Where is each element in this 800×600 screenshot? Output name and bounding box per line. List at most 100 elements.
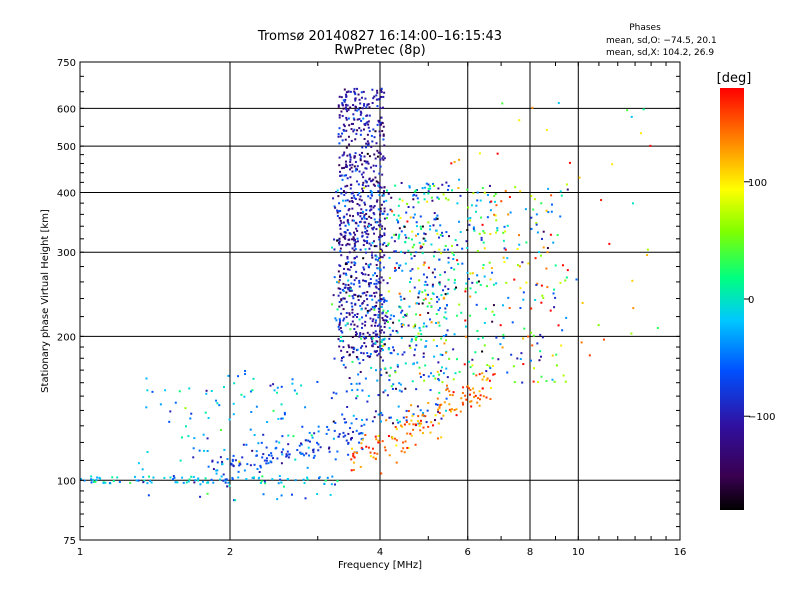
data-point <box>383 234 386 237</box>
data-point <box>352 461 355 464</box>
data-point <box>340 187 343 190</box>
data-point <box>546 247 549 250</box>
data-point <box>445 231 448 234</box>
data-point <box>450 162 453 165</box>
data-point <box>642 108 645 111</box>
data-point <box>352 283 355 286</box>
data-point <box>348 353 351 356</box>
data-point <box>335 392 338 395</box>
data-point <box>520 352 523 355</box>
data-point <box>481 187 484 190</box>
data-point <box>382 95 385 98</box>
data-point <box>630 332 633 335</box>
data-point <box>386 310 389 313</box>
data-point <box>559 215 562 218</box>
data-point <box>490 200 493 203</box>
data-point <box>344 366 347 369</box>
data-point <box>458 158 461 161</box>
data-point <box>351 219 354 222</box>
data-point <box>369 189 372 192</box>
data-point <box>356 87 359 90</box>
data-point <box>457 263 460 266</box>
data-point <box>389 333 392 336</box>
data-point <box>414 234 417 237</box>
data-point <box>396 363 399 366</box>
data-point <box>353 456 356 459</box>
data-point <box>373 232 376 235</box>
data-point <box>253 433 256 436</box>
data-point <box>418 424 421 427</box>
data-point <box>386 394 389 397</box>
data-point <box>380 420 383 423</box>
data-point <box>461 262 464 265</box>
data-point <box>565 276 568 279</box>
data-point <box>499 324 502 327</box>
data-point <box>451 189 454 192</box>
data-point <box>379 325 382 328</box>
data-point <box>343 100 346 103</box>
y-axis-label: Stationary phase Virtual Height [km] <box>40 209 51 393</box>
data-point <box>381 298 384 301</box>
data-point <box>504 189 507 192</box>
data-point <box>104 481 107 484</box>
data-point <box>398 227 401 230</box>
data-point <box>362 358 365 361</box>
data-point <box>212 468 215 471</box>
data-point <box>352 215 355 218</box>
data-point <box>363 201 366 204</box>
data-point <box>356 109 359 112</box>
data-point <box>500 200 503 203</box>
data-point <box>219 456 222 459</box>
data-point <box>355 355 358 358</box>
data-point <box>379 261 382 264</box>
data-point <box>447 184 450 187</box>
data-point <box>444 244 447 247</box>
data-point <box>358 191 361 194</box>
data-point <box>340 222 343 225</box>
data-point <box>352 130 355 133</box>
data-point <box>225 478 228 481</box>
data-point <box>445 317 448 320</box>
data-point <box>379 331 382 334</box>
data-point <box>422 426 425 429</box>
data-point <box>374 435 377 438</box>
data-point <box>495 282 498 285</box>
data-point <box>374 324 377 327</box>
data-point <box>553 380 556 383</box>
data-point <box>492 304 495 307</box>
data-point <box>238 461 241 464</box>
data-point <box>365 336 368 339</box>
data-point <box>333 357 336 360</box>
data-point <box>399 295 402 298</box>
data-point <box>423 283 426 286</box>
data-point <box>426 200 429 203</box>
data-point <box>513 381 516 384</box>
data-point <box>347 209 350 212</box>
data-point <box>349 106 352 109</box>
data-point <box>355 429 358 432</box>
data-point <box>401 269 404 272</box>
data-point <box>377 439 380 442</box>
data-point <box>378 236 381 239</box>
data-point <box>560 194 563 197</box>
data-point <box>357 213 360 216</box>
data-point <box>346 104 349 107</box>
data-point <box>232 413 235 416</box>
data-point <box>356 395 359 398</box>
data-point <box>441 381 444 384</box>
data-point <box>116 476 119 479</box>
data-point <box>172 475 175 478</box>
data-point <box>366 355 369 358</box>
data-point <box>224 481 227 484</box>
data-point <box>407 324 410 327</box>
data-point <box>201 480 204 483</box>
data-point <box>374 254 377 257</box>
data-point <box>385 245 388 248</box>
data-point <box>429 225 432 228</box>
data-point <box>424 345 427 348</box>
data-point <box>417 415 420 418</box>
data-point <box>271 478 274 481</box>
data-point <box>371 340 374 343</box>
data-point <box>350 447 353 450</box>
data-point <box>381 303 384 306</box>
